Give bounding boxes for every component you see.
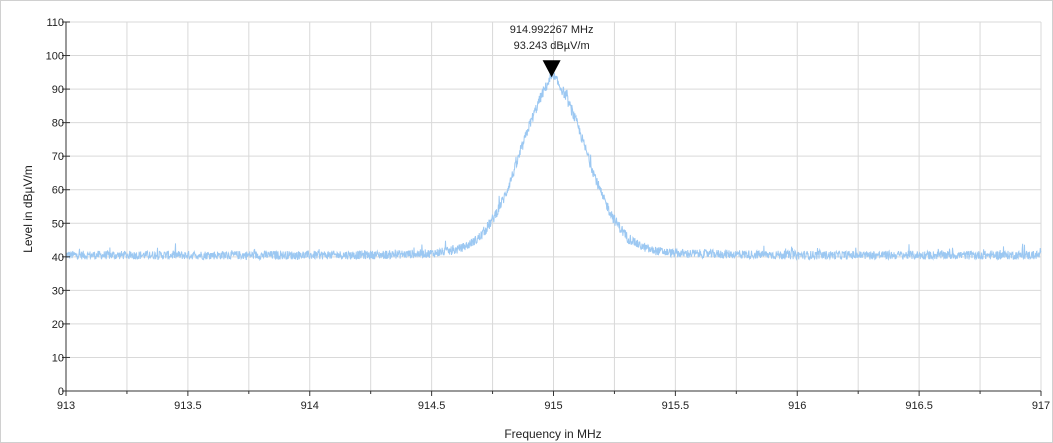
marker-level-label: 93.243 dBµV/m: [514, 40, 590, 52]
y-tick-label: 0: [58, 386, 64, 398]
axes: [62, 21, 1042, 396]
x-tick-label: 913: [57, 400, 75, 412]
y-tick-label: 30: [52, 285, 64, 297]
y-axis-title: Level in dBµV/m: [21, 165, 35, 253]
x-tick-label: 916: [788, 400, 806, 412]
y-tick-label: 10: [52, 352, 64, 364]
peak-marker: 914.992267 MHz 93.243 dBµV/m: [510, 24, 594, 78]
y-tick-label: 60: [52, 185, 64, 197]
tick-labels: 913 913.5 914 914.5 915 915.5 916 916.5 917 0 10 20…: [46, 17, 1051, 412]
marker-frequency-label: 914.992267 MHz: [510, 24, 594, 36]
x-tick-label: 914.5: [418, 400, 446, 412]
x-tick-label: 914: [301, 400, 319, 412]
x-tick-label: 913.5: [174, 400, 202, 412]
y-tick-label: 50: [52, 218, 64, 230]
trace-layer: [65, 70, 1042, 262]
x-tick-label: 915: [544, 400, 562, 412]
y-tick-label: 40: [52, 252, 64, 264]
y-tick-label: 90: [52, 84, 64, 96]
x-tick-label: 916.5: [905, 400, 933, 412]
y-tick-label: 100: [46, 51, 64, 63]
y-tick-label: 20: [52, 319, 64, 331]
marker-triangle-icon: [542, 60, 561, 78]
level-trace: [65, 70, 1042, 262]
y-tick-label: 70: [52, 151, 64, 163]
x-tick-label: 915.5: [662, 400, 690, 412]
x-axis-title: Frequency in MHz: [504, 427, 601, 441]
x-tick-label: 917: [1032, 400, 1050, 412]
y-tick-label: 80: [52, 118, 64, 130]
y-tick-label: 110: [46, 17, 64, 29]
